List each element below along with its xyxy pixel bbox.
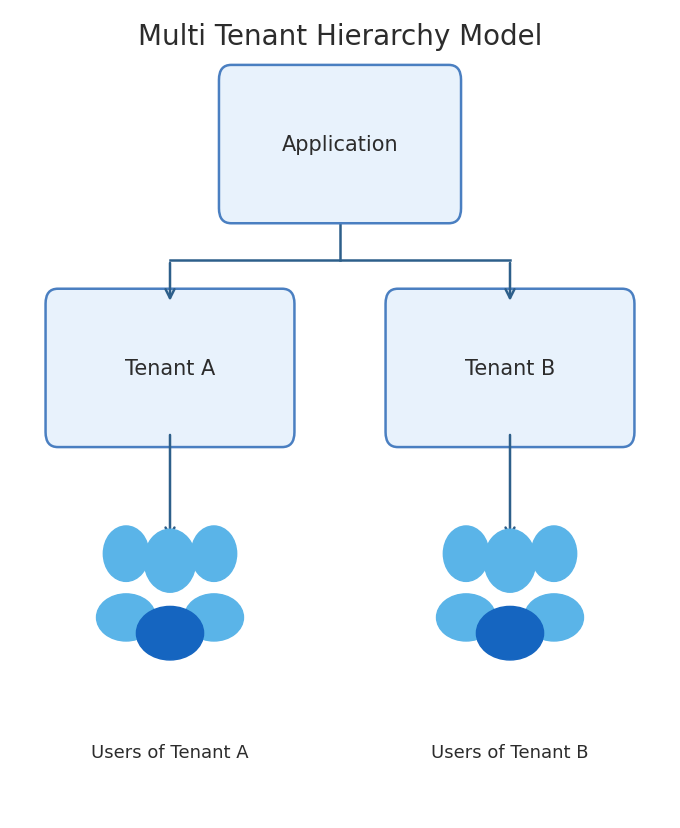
Ellipse shape bbox=[97, 595, 156, 641]
Ellipse shape bbox=[184, 595, 243, 641]
Circle shape bbox=[103, 527, 149, 582]
Ellipse shape bbox=[137, 607, 203, 660]
FancyBboxPatch shape bbox=[46, 289, 294, 447]
Text: Multi Tenant Hierarchy Model: Multi Tenant Hierarchy Model bbox=[138, 23, 542, 51]
Circle shape bbox=[443, 527, 489, 582]
Ellipse shape bbox=[524, 595, 583, 641]
Text: Tenant A: Tenant A bbox=[125, 359, 215, 378]
Circle shape bbox=[191, 527, 237, 582]
Circle shape bbox=[531, 527, 577, 582]
Circle shape bbox=[484, 530, 536, 593]
Ellipse shape bbox=[437, 595, 496, 641]
Circle shape bbox=[144, 530, 196, 593]
Text: Users of Tenant A: Users of Tenant A bbox=[91, 744, 249, 762]
FancyBboxPatch shape bbox=[219, 66, 461, 224]
FancyBboxPatch shape bbox=[386, 289, 634, 447]
Ellipse shape bbox=[477, 607, 543, 660]
Text: Application: Application bbox=[282, 135, 398, 155]
Text: Tenant B: Tenant B bbox=[465, 359, 555, 378]
Text: Users of Tenant B: Users of Tenant B bbox=[431, 744, 589, 762]
